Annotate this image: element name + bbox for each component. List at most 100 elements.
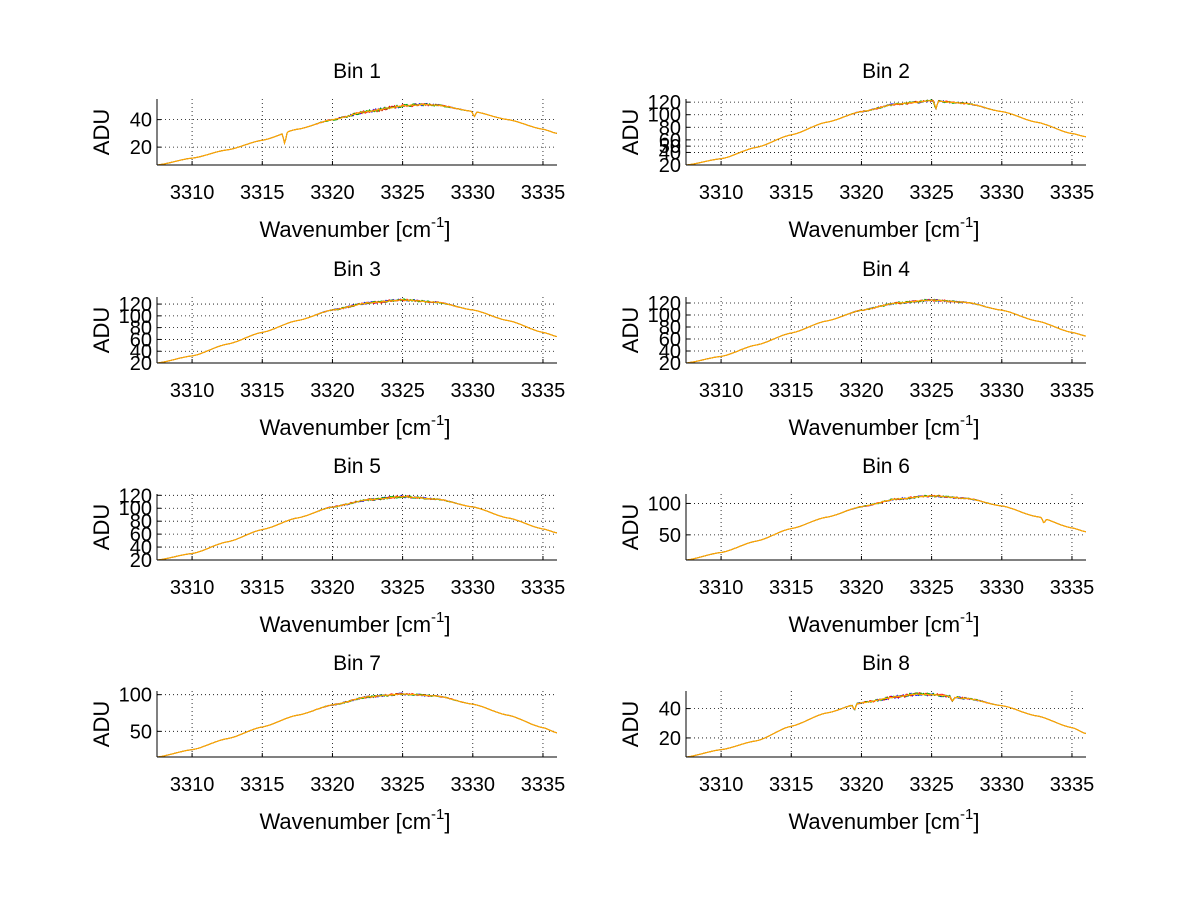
x-tick-label: 3325 xyxy=(909,380,954,402)
series-line-2 xyxy=(157,298,557,363)
x-tick-label: 3315 xyxy=(240,380,285,402)
x-tick-label: 3315 xyxy=(240,774,285,796)
x-axis-label-main: Wavenumber [cm xyxy=(259,612,431,637)
y-tick-label: 60 xyxy=(659,130,681,152)
subplot-bin-7: 3310 3315 3320 3325 3330 3335 50 100 Bin 7 Wavenu… xyxy=(89,652,565,834)
series-line-2 xyxy=(157,692,557,757)
x-axis-label-end: ] xyxy=(444,612,450,637)
x-tick-label: 3325 xyxy=(380,774,425,796)
x-tick-label: 3315 xyxy=(769,774,814,796)
series-group xyxy=(686,692,1086,757)
x-axis-label-end: ] xyxy=(973,217,979,242)
subplot-bin-8: 3310 3315 3320 3325 3330 3335 20 40 Bin 8 Wavenum… xyxy=(618,652,1094,834)
series-line-2 xyxy=(686,99,1086,165)
series-group xyxy=(157,102,557,165)
series-line-2 xyxy=(686,692,1086,757)
y-tick-label: 40 xyxy=(659,142,681,164)
y-tick-label: 40 xyxy=(659,341,681,363)
y-axis-label: ADU xyxy=(89,504,114,550)
x-tick-label: 3315 xyxy=(240,182,285,204)
x-axis-label-sup: -1 xyxy=(960,412,973,429)
series-group xyxy=(157,495,557,560)
x-tick-label: 3325 xyxy=(380,182,425,204)
x-tick-label: 3320 xyxy=(310,577,355,599)
y-tick-label: 40 xyxy=(130,341,152,363)
x-tick-label: 3335 xyxy=(1050,182,1095,204)
x-tick-label: 3330 xyxy=(451,380,496,402)
y-tick-label: 120 xyxy=(119,485,152,507)
x-tick-label: 3315 xyxy=(240,577,285,599)
y-tick-label: 20 xyxy=(659,155,681,177)
x-tick-label: 3325 xyxy=(909,182,954,204)
x-tick-label: 3330 xyxy=(980,182,1025,204)
x-axis-label-sup: -1 xyxy=(960,214,973,231)
series-line-3 xyxy=(157,692,557,757)
x-axis-label: Wavenumber [cm-1] xyxy=(788,412,979,440)
subplot-title: Bin 4 xyxy=(862,258,910,281)
y-tick-label: 100 xyxy=(648,305,681,327)
series-line-4 xyxy=(157,693,557,757)
series-line-1 xyxy=(686,99,1086,165)
x-tick-label: 3330 xyxy=(451,577,496,599)
x-axis-label-end: ] xyxy=(973,612,979,637)
y-tick-label: 50 xyxy=(130,721,152,743)
y-axis-label: ADU xyxy=(89,307,114,353)
y-tick-label: 50 xyxy=(659,136,681,158)
x-tick-label: 3320 xyxy=(839,577,884,599)
x-tick-label: 3315 xyxy=(769,182,814,204)
x-axis-label-main: Wavenumber [cm xyxy=(788,612,960,637)
subplot-title: Bin 7 xyxy=(333,652,381,675)
x-tick-label: 3320 xyxy=(839,380,884,402)
y-tick-label: 20 xyxy=(659,728,681,750)
x-axis-label-end: ] xyxy=(444,415,450,440)
series-line-3 xyxy=(157,298,557,363)
y-tick-label: 50 xyxy=(659,525,681,547)
x-tick-label: 3325 xyxy=(909,774,954,796)
x-axis-label-main: Wavenumber [cm xyxy=(259,415,431,440)
series-line-1 xyxy=(686,692,1086,757)
x-axis-label: Wavenumber [cm-1] xyxy=(259,609,450,637)
series-line-4 xyxy=(686,693,1086,757)
x-axis-label-end: ] xyxy=(973,809,979,834)
x-axis-label: Wavenumber [cm-1] xyxy=(788,806,979,834)
x-tick-label: 3310 xyxy=(170,380,215,402)
series-group xyxy=(686,99,1086,165)
x-tick-label: 3335 xyxy=(1050,577,1095,599)
x-axis-label-main: Wavenumber [cm xyxy=(788,415,960,440)
y-tick-label: 40 xyxy=(130,537,152,559)
series-group xyxy=(686,298,1086,363)
x-axis-label-sup: -1 xyxy=(960,609,973,626)
y-axis-label: ADU xyxy=(618,701,643,747)
x-axis-label-end: ] xyxy=(973,415,979,440)
series-line-2 xyxy=(686,298,1086,363)
x-tick-label: 3325 xyxy=(380,380,425,402)
series-line-1 xyxy=(157,298,557,363)
series-line-3 xyxy=(686,692,1086,757)
x-axis-label: Wavenumber [cm-1] xyxy=(259,214,450,242)
x-tick-label: 3310 xyxy=(699,380,744,402)
subplot-title: Bin 6 xyxy=(862,455,910,478)
series-line-3 xyxy=(686,494,1086,560)
series-line-1 xyxy=(157,692,557,757)
x-tick-label: 3310 xyxy=(699,577,744,599)
series-line-4 xyxy=(157,495,557,560)
x-axis-label: Wavenumber [cm-1] xyxy=(788,214,979,242)
x-tick-label: 3310 xyxy=(699,774,744,796)
x-axis-label: Wavenumber [cm-1] xyxy=(259,412,450,440)
x-axis-label-main: Wavenumber [cm xyxy=(788,217,960,242)
x-tick-label: 3310 xyxy=(170,774,215,796)
x-axis-label-end: ] xyxy=(444,217,450,242)
x-tick-label: 3310 xyxy=(170,182,215,204)
subplot-bin-1: 3310 3315 3320 3325 3330 3335 20 40 Bin 1 Wavenum… xyxy=(89,60,565,242)
series-line-3 xyxy=(686,99,1086,165)
y-tick-label: 40 xyxy=(130,110,152,132)
x-tick-label: 3320 xyxy=(839,774,884,796)
y-tick-label: 20 xyxy=(659,353,681,375)
y-tick-label: 80 xyxy=(659,117,681,139)
y-tick-label: 20 xyxy=(130,353,152,375)
y-tick-label: 120 xyxy=(119,294,152,316)
series-line-1 xyxy=(686,495,1086,560)
